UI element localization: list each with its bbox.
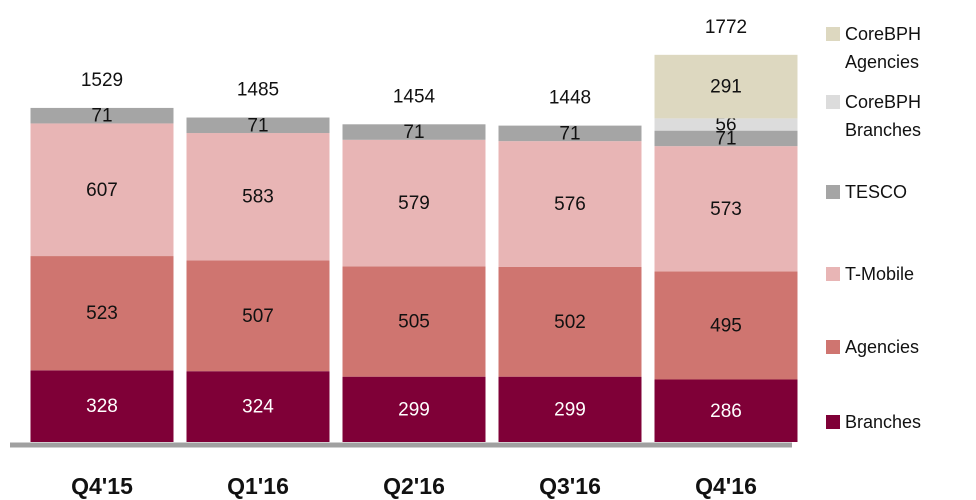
- total-label: 1448: [549, 88, 591, 109]
- legend-swatch: [826, 340, 840, 354]
- legend-swatch: [826, 27, 840, 41]
- data-label: 507: [242, 306, 274, 327]
- data-label: 583: [242, 187, 274, 208]
- legend-label: CoreBPH Branches: [845, 92, 922, 140]
- legend-swatch: [826, 95, 840, 109]
- data-label: 286: [710, 401, 742, 422]
- legend-swatch: [826, 415, 840, 429]
- data-label: 71: [403, 122, 424, 143]
- x-tick-label: Q4'15: [71, 473, 133, 499]
- legend-swatch: [826, 267, 840, 281]
- legend-swatch: [826, 185, 840, 199]
- data-label: 299: [554, 399, 586, 420]
- data-label: 502: [554, 312, 586, 333]
- x-tick-label: Q4'16: [695, 473, 757, 499]
- x-tick-label: Q1'16: [227, 473, 289, 499]
- bar-segment: [654, 118, 798, 131]
- data-label: 328: [86, 396, 118, 417]
- legend-item: Branches: [826, 408, 955, 436]
- data-label: 505: [398, 312, 430, 333]
- data-label: 573: [710, 199, 742, 220]
- legend-item: CoreBPH Agencies: [826, 20, 925, 76]
- bar-segment: [30, 370, 174, 442]
- legend-label: CoreBPH Agencies: [845, 24, 922, 72]
- data-label: 56: [715, 115, 736, 136]
- data-label: 71: [91, 106, 112, 127]
- data-label: 523: [86, 303, 118, 324]
- legend-label: Branches: [845, 412, 922, 432]
- bar-segment: [654, 379, 798, 442]
- data-label: 71: [715, 128, 736, 149]
- bar-segment: [30, 107, 174, 124]
- bar-segment: [30, 256, 174, 371]
- legend-item: Agencies: [826, 333, 955, 361]
- bar-segment: [654, 146, 798, 272]
- data-label: 579: [398, 193, 430, 214]
- data-label: 576: [554, 194, 586, 215]
- x-tick-label: Q3'16: [539, 473, 601, 499]
- bar-segment: [654, 271, 798, 380]
- x-tick-label: Q2'16: [383, 473, 445, 499]
- legend-label: TESCO: [845, 182, 908, 202]
- data-label: 607: [86, 180, 118, 201]
- bar-segment: [342, 266, 486, 377]
- total-label: 1485: [237, 80, 279, 101]
- bar-segment: [342, 124, 486, 140]
- legend-item: T-Mobile: [826, 260, 955, 288]
- bar-segment: [186, 260, 330, 372]
- total-label: 1772: [705, 17, 747, 38]
- data-label: 299: [398, 399, 430, 420]
- plot: 328 523 607 71 1529 Q4'15 324 507 583 71 1485 Q1'16…: [10, 17, 798, 499]
- legend-label: Agencies: [845, 337, 920, 357]
- legend-item: CoreBPH Branches: [826, 88, 925, 144]
- data-label: 495: [710, 315, 742, 336]
- bar-segment: [186, 117, 330, 134]
- bar-segment: [342, 139, 486, 267]
- bar-segment: [498, 266, 642, 377]
- total-label: 1529: [81, 70, 123, 91]
- bar-segment: [498, 125, 642, 142]
- bar-segment: [186, 371, 330, 442]
- bar-segment: [342, 376, 486, 442]
- bar-segment: [30, 123, 174, 257]
- data-label: 71: [559, 123, 580, 144]
- data-label: 71: [247, 115, 268, 136]
- bar-segment: [654, 54, 798, 119]
- total-label: 1454: [393, 86, 436, 107]
- bar-segment: [186, 133, 330, 261]
- legend-item: TESCO: [826, 178, 955, 206]
- data-label: 324: [242, 397, 274, 418]
- bar-segment: [498, 376, 642, 442]
- bar-segment: [654, 130, 798, 147]
- data-label: 291: [710, 77, 742, 98]
- legend-label: T-Mobile: [845, 264, 915, 284]
- bar-segment: [498, 141, 642, 267]
